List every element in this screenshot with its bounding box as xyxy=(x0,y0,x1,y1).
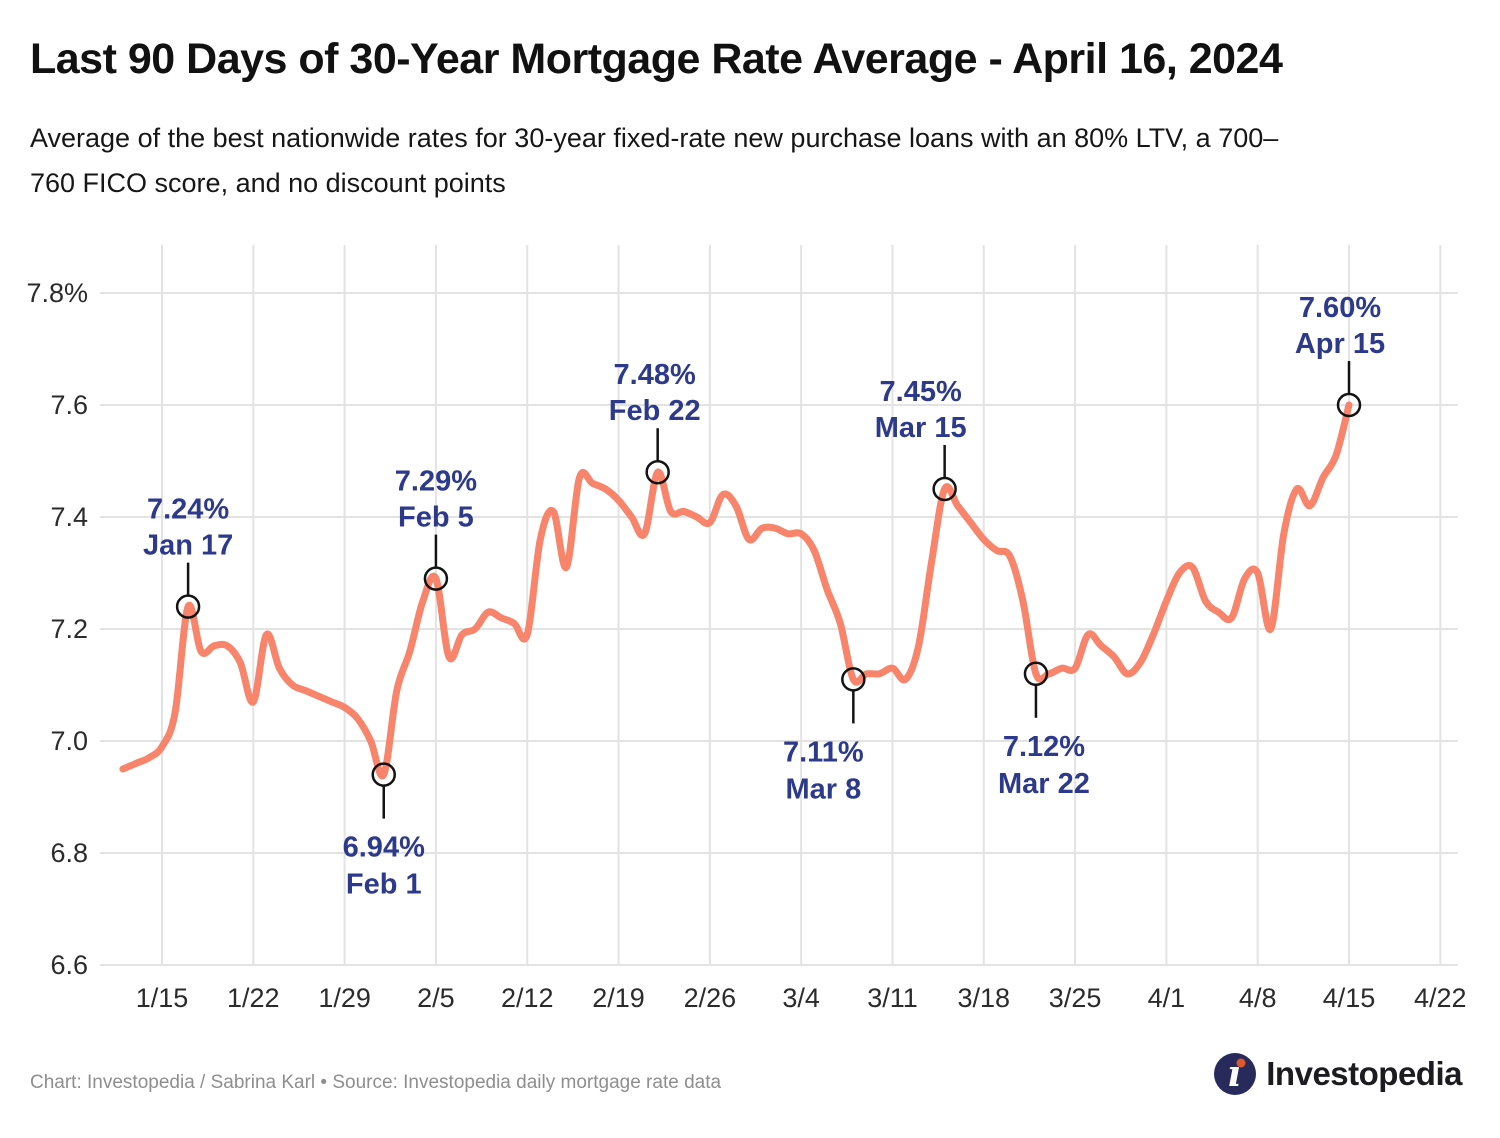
subtitle-line-1: Average of the best nationwide rates for… xyxy=(30,123,1279,153)
annotation-date-label: Jan 17 xyxy=(143,530,233,562)
annotation-marker xyxy=(1023,661,1049,687)
x-axis-tick-label: 3/25 xyxy=(1049,983,1102,1013)
x-axis-tick-label: 2/19 xyxy=(592,983,645,1013)
x-axis-tick-label: 1/29 xyxy=(318,983,371,1013)
annotation-marker xyxy=(1336,392,1362,418)
annotation-marker xyxy=(371,762,396,787)
annotation-marker xyxy=(841,667,866,692)
x-axis-tick-label: 2/12 xyxy=(501,983,554,1013)
subtitle-line-2: 760 FICO score, and no discount points xyxy=(30,167,506,198)
mortgage-rate-line xyxy=(119,401,1353,780)
annotation-date-label: Mar 22 xyxy=(998,768,1090,800)
y-axis-tick-label: 7.2 xyxy=(50,614,88,644)
page-title: Last 90 Days of 30-Year Mortgage Rate Av… xyxy=(30,35,1283,83)
annotation-value-label: 7.24% xyxy=(147,494,229,526)
annotation-marker xyxy=(175,594,201,619)
x-axis-tick-label: 1/15 xyxy=(136,983,189,1013)
annotation-value-label: 7.29% xyxy=(395,466,477,498)
annotation-date-label: Feb 22 xyxy=(609,395,701,427)
annotation-date-label: Feb 1 xyxy=(346,869,422,901)
annotation-marker xyxy=(932,476,957,502)
x-axis-tick-label: 4/1 xyxy=(1148,983,1186,1013)
x-axis-tick-label: 2/5 xyxy=(417,983,455,1013)
y-axis-tick-label: 7.8% xyxy=(26,278,88,308)
y-axis-tick-label: 7.0 xyxy=(50,726,88,756)
x-axis-tick-label: 4/15 xyxy=(1323,983,1376,1013)
x-axis-tick-label: 1/22 xyxy=(227,983,280,1013)
annotation-date-label: Feb 5 xyxy=(398,502,474,534)
investopedia-logo-icon: ı xyxy=(1214,1053,1257,1095)
chart-subtitle: Average of the best nationwide rates for… xyxy=(30,116,1480,205)
annotation-date-label: Mar 8 xyxy=(785,773,861,805)
annotation-value-label: 7.11% xyxy=(783,736,864,768)
y-axis-tick-label: 6.6 xyxy=(50,950,88,980)
investopedia-logo-text: Investopedia xyxy=(1266,1055,1462,1092)
x-axis-tick-label: 3/18 xyxy=(957,983,1010,1013)
annotation-value-label: 7.12% xyxy=(1003,731,1085,763)
investopedia-logo: ı Investopedia xyxy=(1213,1052,1462,1096)
y-axis-tick-label: 7.6 xyxy=(50,390,88,420)
annotation-value-label: 7.60% xyxy=(1299,292,1381,324)
x-axis-tick-label: 4/22 xyxy=(1414,983,1467,1013)
y-axis-tick-label: 7.4 xyxy=(50,502,88,532)
x-axis-tick-label: 4/8 xyxy=(1239,983,1277,1013)
x-axis-tick-label: 2/26 xyxy=(684,983,737,1013)
annotation-value-label: 7.45% xyxy=(880,376,962,408)
annotation-value-label: 7.48% xyxy=(614,359,696,391)
x-axis-tick-label: 3/11 xyxy=(867,983,918,1013)
annotation-value-label: 6.94% xyxy=(343,832,425,864)
x-axis-tick-label: 3/4 xyxy=(782,983,820,1013)
source-credit: Chart: Investopedia / Sabrina Karl • Sou… xyxy=(30,1072,722,1093)
annotation-date-label: Apr 15 xyxy=(1295,328,1385,360)
y-axis-tick-label: 6.8 xyxy=(50,838,88,868)
annotation-marker xyxy=(423,566,449,591)
annotation-date-label: Mar 15 xyxy=(875,412,967,444)
annotation-marker xyxy=(645,459,670,485)
